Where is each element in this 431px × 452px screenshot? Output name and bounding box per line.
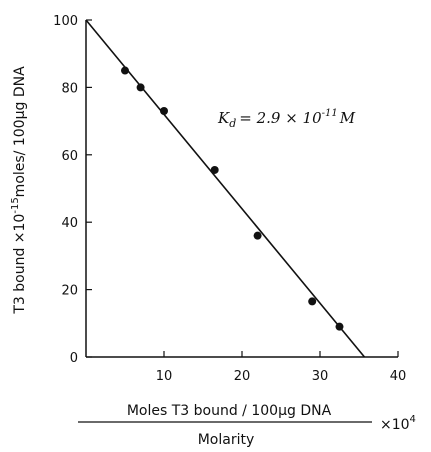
kd-annotation: Kd = 2.9 × 10-11 M (217, 108, 356, 130)
y-tick-label: 20 (61, 284, 78, 299)
y-ticks: 0 20 40 60 80 100 (53, 14, 92, 366)
x-axis-title-numerator: Moles T3 bound / 100μg DNA (127, 403, 332, 419)
kd-eq: = 2.9 × 10 (239, 109, 322, 127)
data-points (121, 66, 344, 331)
data-point (335, 322, 344, 331)
data-point (253, 231, 262, 240)
data-point (121, 66, 129, 75)
y-axis-title-suffix: moles/ 100μg DNA (12, 66, 28, 197)
kd-unit: M (339, 109, 356, 127)
x-tick-label: 30 (312, 369, 329, 384)
x-multiplier-base: ×10 (380, 417, 410, 433)
kd-exp: -11 (322, 108, 338, 119)
y-tick-label: 60 (61, 149, 78, 164)
x-tick-label: 20 (234, 369, 251, 384)
x-axis-title-denominator: Molarity (198, 432, 255, 448)
y-tick-label: 40 (61, 216, 78, 231)
y-axis-title-prefix: T3 bound ×10 (12, 214, 28, 315)
data-point (160, 106, 168, 115)
x-axis-title-multiplier: ×104 (380, 414, 416, 433)
data-point (136, 83, 145, 92)
y-tick-label: 100 (53, 14, 78, 29)
y-tick-label: 80 (61, 81, 78, 96)
data-point (308, 297, 317, 306)
regression-line (85, 19, 366, 358)
x-tick-label: 40 (390, 369, 407, 384)
x-tick-label: 10 (156, 369, 173, 384)
y-tick-label: 0 (70, 351, 78, 366)
kd-k: K (217, 109, 230, 127)
y-axis-title: T3 bound ×10-15moles/ 100μg DNA (10, 66, 28, 315)
kd-sub: d (229, 117, 236, 130)
y-axis-title-exp: -15 (10, 197, 21, 213)
x-multiplier-exp: 4 (410, 414, 416, 425)
data-point (210, 165, 219, 174)
x-ticks: 10 20 30 40 (156, 351, 407, 384)
